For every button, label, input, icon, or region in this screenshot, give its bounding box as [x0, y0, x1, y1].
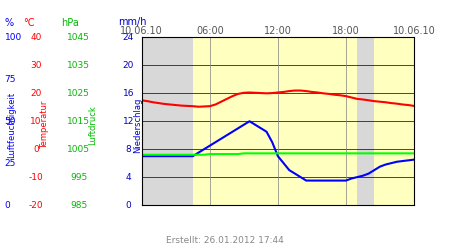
Text: 50: 50 [4, 117, 16, 126]
Bar [193, 38, 357, 205]
Text: 20: 20 [30, 89, 42, 98]
Text: 4: 4 [126, 172, 131, 182]
Text: Luftdruck: Luftdruck [88, 105, 97, 145]
Text: Erstellt: 26.01.2012 17:44: Erstellt: 26.01.2012 17:44 [166, 236, 284, 245]
Text: 1015: 1015 [67, 117, 90, 126]
Text: Niederschlag: Niederschlag [133, 97, 142, 153]
Text: 12: 12 [122, 117, 134, 126]
Text: Luftfeuchtigkeit: Luftfeuchtigkeit [7, 92, 16, 158]
Text: °C: °C [23, 18, 35, 28]
Text: 25: 25 [4, 159, 16, 168]
Text: 75: 75 [4, 75, 16, 84]
Text: hPa: hPa [61, 18, 79, 28]
Text: -20: -20 [29, 200, 43, 209]
Text: Temperatur: Temperatur [40, 101, 50, 149]
Text: 1045: 1045 [68, 33, 90, 42]
Text: 30: 30 [30, 61, 42, 70]
Text: 16: 16 [122, 89, 134, 98]
Bar [374, 38, 414, 205]
Text: 0: 0 [126, 200, 131, 209]
Text: %: % [4, 18, 13, 28]
Text: -10: -10 [29, 172, 43, 182]
Text: 985: 985 [70, 200, 87, 209]
Text: 0: 0 [4, 200, 10, 209]
Text: 100: 100 [4, 33, 22, 42]
Text: mm/h: mm/h [118, 18, 147, 28]
Text: 24: 24 [122, 33, 134, 42]
Text: 1005: 1005 [67, 145, 90, 154]
Text: 1035: 1035 [67, 61, 90, 70]
Text: 40: 40 [30, 33, 42, 42]
Text: 20: 20 [122, 61, 134, 70]
Text: 8: 8 [126, 145, 131, 154]
Text: 1025: 1025 [68, 89, 90, 98]
Text: 995: 995 [70, 172, 87, 182]
Text: 10: 10 [30, 117, 42, 126]
Text: 0: 0 [33, 145, 39, 154]
